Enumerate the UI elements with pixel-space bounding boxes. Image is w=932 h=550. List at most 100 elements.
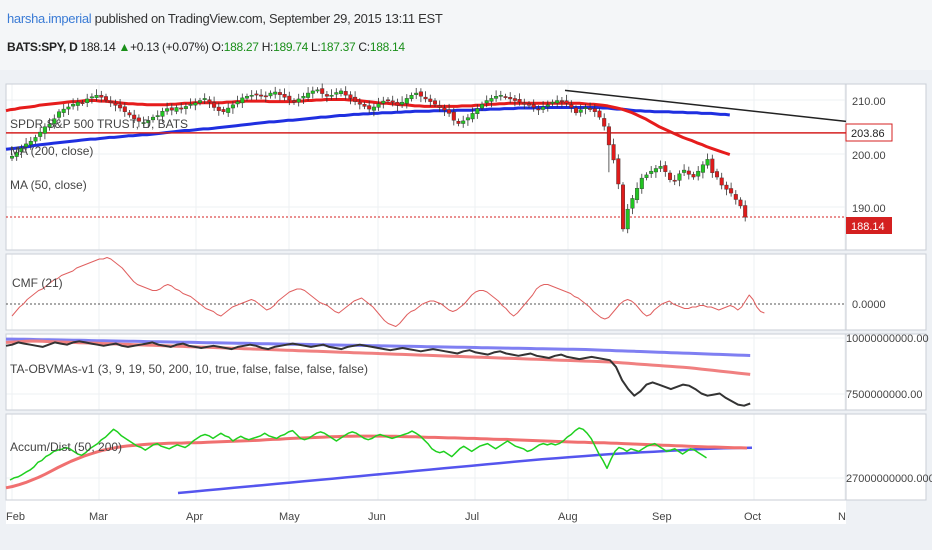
candle-body [409,94,414,100]
candle-body [606,126,611,146]
candle-body [103,96,108,101]
candle-body [47,123,52,128]
candle-body [569,104,574,108]
candle-body [743,205,748,218]
candle-body [522,102,527,105]
candle-body [310,90,315,94]
ad-axis[interactable] [846,414,926,500]
panel-border [5,83,927,251]
candle-body [188,104,193,106]
candle-body [498,94,503,97]
candle-body [315,89,320,92]
candle-body [113,102,118,106]
candle-body [71,104,76,107]
panel-border [5,413,927,501]
candle-body [282,94,287,98]
low-value: 187.37 [320,40,356,54]
candle-body [9,155,14,159]
candle-body [306,92,311,98]
trend-line[interactable] [564,89,847,123]
last-price-label: 188.14 [851,221,885,233]
price-tick-190: 190.00 [852,203,886,215]
close-label: C: [358,40,370,54]
price-panel[interactable] [6,84,846,250]
x-label-may: May [279,511,300,523]
candle-body [715,171,720,178]
panel-borders [5,83,927,501]
open-label: O: [211,40,224,54]
candle-body [710,158,715,173]
candle-body [682,169,687,173]
candle-body [705,159,710,166]
publish-line: harsha.imperial published on TradingView… [7,11,443,26]
price-change: +0.13 (+0.07%) [130,40,209,54]
candle-body [141,122,146,124]
cmf-axis[interactable] [846,254,926,330]
candle-body [447,109,452,114]
candle-body [517,99,522,103]
candle-body [475,108,480,115]
obv-axis[interactable] [846,334,926,410]
time-axis[interactable] [6,500,846,524]
accum-dist-lines [5,427,753,495]
candle-body [597,110,602,118]
publish-info: published on TradingView.com, September … [91,11,443,26]
candle-body [574,107,579,114]
candle-body [653,168,658,173]
candle-body [339,90,344,94]
candle-body [197,100,202,103]
candle-body [541,106,546,110]
candle-body [433,100,438,105]
cmf-panel[interactable] [6,254,846,330]
ad-panel[interactable] [6,414,846,500]
candle-body [376,103,381,108]
candle-body [240,97,245,104]
candle-body [578,109,583,113]
candle-body [150,116,155,121]
symbol-label: BATS:SPY, D [7,40,78,54]
candle-body [536,108,541,111]
candle-body [324,94,329,97]
candle-body [635,188,640,200]
candle-body [268,92,273,97]
obv-lines [5,337,751,407]
candle-body [484,100,489,104]
candle-body [169,107,174,111]
candle-body [320,88,325,94]
candle-body [221,109,226,112]
ma200-line [5,106,730,151]
high-value: 189.74 [273,40,308,54]
candle-body [503,96,508,98]
ma50-legend: MA (50, close) [10,178,87,192]
grid [6,84,846,500]
candle-body [592,108,597,112]
candle-body [193,102,198,106]
x-label-apr: Apr [186,511,203,523]
candle-body [381,100,386,104]
open-value: 188.27 [223,40,259,54]
candle-body [263,95,268,98]
candle-body [19,147,24,153]
ad-slow-ma-line [177,446,753,495]
candle-body [696,170,701,177]
x-label-jun: Jun [368,511,386,523]
header: harsha.imperial published on TradingView… [0,0,932,70]
candle-body [85,98,90,103]
candle-body [724,184,729,190]
cmf-legend: CMF (21) [12,276,63,290]
candle-body [207,99,212,103]
ad-line [9,427,707,481]
last-price-tag [846,217,892,234]
candle-body [489,98,494,102]
candle-body [183,106,188,109]
candle-body [52,118,57,124]
candle-body [700,164,705,173]
candle-body [174,107,179,112]
candle-body [367,105,372,110]
username-link[interactable]: harsha.imperial [7,11,92,26]
candle-body [108,101,113,103]
candle-body [33,137,38,142]
candle-body [527,103,532,106]
candle-body [38,131,43,137]
